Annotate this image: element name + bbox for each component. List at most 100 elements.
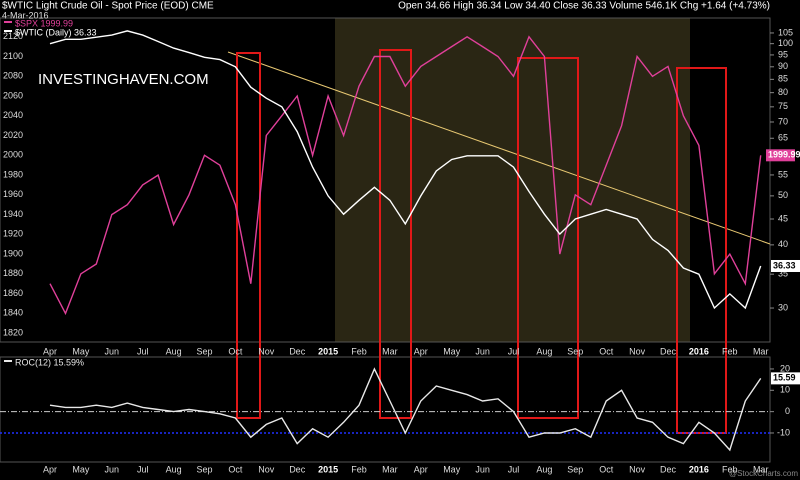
x-tick-label: 2015 [318, 464, 338, 474]
x-tick-label: Mar [753, 346, 769, 356]
roc-panel [0, 356, 771, 463]
watermark: INVESTINGHAVEN.COM [38, 71, 209, 88]
y2-tick-label: 65 [778, 133, 788, 143]
x-tick-label: Apr [43, 464, 57, 474]
y2-tick-label: 55 [778, 169, 788, 179]
x-tick-label: Dec [289, 346, 306, 356]
value-label: 1999.99 [768, 150, 800, 160]
y2-tick-label: 70 [778, 116, 788, 126]
y2-tick-label: 45 [778, 213, 788, 223]
y2-tick-label: 50 [778, 190, 788, 200]
x-tick-label: Feb [351, 346, 367, 356]
y-tick-label: 2080 [3, 71, 23, 81]
x-tick-label: May [443, 464, 461, 474]
x-tick-label: May [443, 346, 461, 356]
x-tick-label: Jul [508, 464, 520, 474]
x-tick-label: Dec [660, 464, 677, 474]
x-tick-label: Feb [722, 464, 738, 474]
x-tick-label: Mar [382, 346, 398, 356]
y-tick-label: 2020 [3, 130, 23, 140]
y-tick-label: 2120 [3, 31, 23, 41]
x-tick-label: Aug [166, 346, 182, 356]
y2-tick-label: 95 [778, 49, 788, 59]
x-tick-label: Aug [166, 464, 182, 474]
x-tick-label: Jun [475, 346, 490, 356]
y2-tick-label: 80 [778, 87, 788, 97]
y-tick-label: 1960 [3, 189, 23, 199]
highlight-box [379, 49, 412, 419]
highlight-box [517, 57, 579, 419]
credit: @StockCharts.com [729, 469, 798, 478]
shaded-period [335, 18, 690, 342]
x-tick-label: Apr [43, 346, 57, 356]
y2-tick-label: 85 [778, 74, 788, 84]
x-tick-label: Apr [414, 464, 428, 474]
value-label: 15.59 [773, 373, 796, 383]
x-tick-label: Dec [289, 464, 306, 474]
y-tick-label: 1920 [3, 229, 23, 239]
x-tick-label: Oct [228, 346, 243, 356]
x-tick-label: May [72, 464, 90, 474]
title: $WTIC Light Crude Oil - Spot Price (EOD)… [2, 1, 214, 12]
main-panel [0, 17, 771, 343]
x-tick-label: Nov [629, 464, 646, 474]
x-tick-label: Mar [382, 464, 398, 474]
x-tick-label: May [72, 346, 90, 356]
x-tick-label: Jul [137, 464, 149, 474]
x-tick-label: Feb [351, 464, 367, 474]
y-tick-label: -10 [777, 427, 790, 437]
x-tick-label: Feb [722, 346, 738, 356]
y2-tick-label: 30 [778, 302, 788, 312]
y-tick-label: 1940 [3, 209, 23, 219]
x-tick-label: 2016 [689, 346, 709, 356]
x-tick-label: Aug [536, 464, 552, 474]
x-tick-label: 2016 [689, 464, 709, 474]
x-tick-label: Sep [196, 464, 212, 474]
y-tick-label: 2000 [3, 150, 23, 160]
x-tick-label: Apr [414, 346, 428, 356]
x-tick-label: Oct [228, 464, 243, 474]
y-tick-label: 0 [785, 406, 790, 416]
legend-label: $WTIC (Daily) 36.33 [15, 27, 97, 37]
x-tick-label: Jul [508, 346, 520, 356]
y2-tick-label: 40 [778, 239, 788, 249]
x-tick-label: Dec [660, 346, 677, 356]
x-tick-label: Aug [536, 346, 552, 356]
legend-label: ROC(12) 15.59% [15, 357, 84, 367]
legend-label: $SPX 1999.99 [15, 18, 73, 28]
y2-tick-label: 90 [778, 61, 788, 71]
date: 4-Mar-2016 [2, 10, 49, 20]
y-tick-label: 1900 [3, 248, 23, 258]
x-tick-label: Nov [258, 464, 275, 474]
series-line [49, 367, 762, 452]
y2-tick-label: 100 [778, 38, 793, 48]
highlight-box [236, 52, 261, 419]
y-tick-label: 10 [780, 385, 790, 395]
value-tag [771, 372, 800, 385]
value-tag [771, 259, 800, 272]
y2-tick-label: 105 [778, 27, 793, 37]
x-tick-label: Jun [105, 346, 120, 356]
y-tick-label: 2060 [3, 90, 23, 100]
value-tag [766, 149, 795, 162]
y-tick-label: 1980 [3, 169, 23, 179]
legend-swatch [4, 30, 12, 32]
y-tick-label: 1860 [3, 288, 23, 298]
y-tick-label: 2100 [3, 51, 23, 61]
x-tick-label: Nov [629, 346, 646, 356]
y-tick-label: 20 [780, 363, 790, 373]
legend-swatch [4, 360, 12, 362]
y-tick-label: 2040 [3, 110, 23, 120]
x-tick-label: Sep [196, 346, 212, 356]
series-line [49, 30, 762, 310]
x-tick-label: Sep [567, 346, 583, 356]
x-tick-label: Mar [753, 464, 769, 474]
y-tick-label: 1880 [3, 268, 23, 278]
x-tick-label: Jul [137, 346, 149, 356]
y2-tick-label: 75 [778, 101, 788, 111]
x-tick-label: 2015 [318, 346, 338, 356]
x-tick-label: Sep [567, 464, 583, 474]
trendline [227, 51, 771, 245]
series-line [49, 35, 762, 316]
